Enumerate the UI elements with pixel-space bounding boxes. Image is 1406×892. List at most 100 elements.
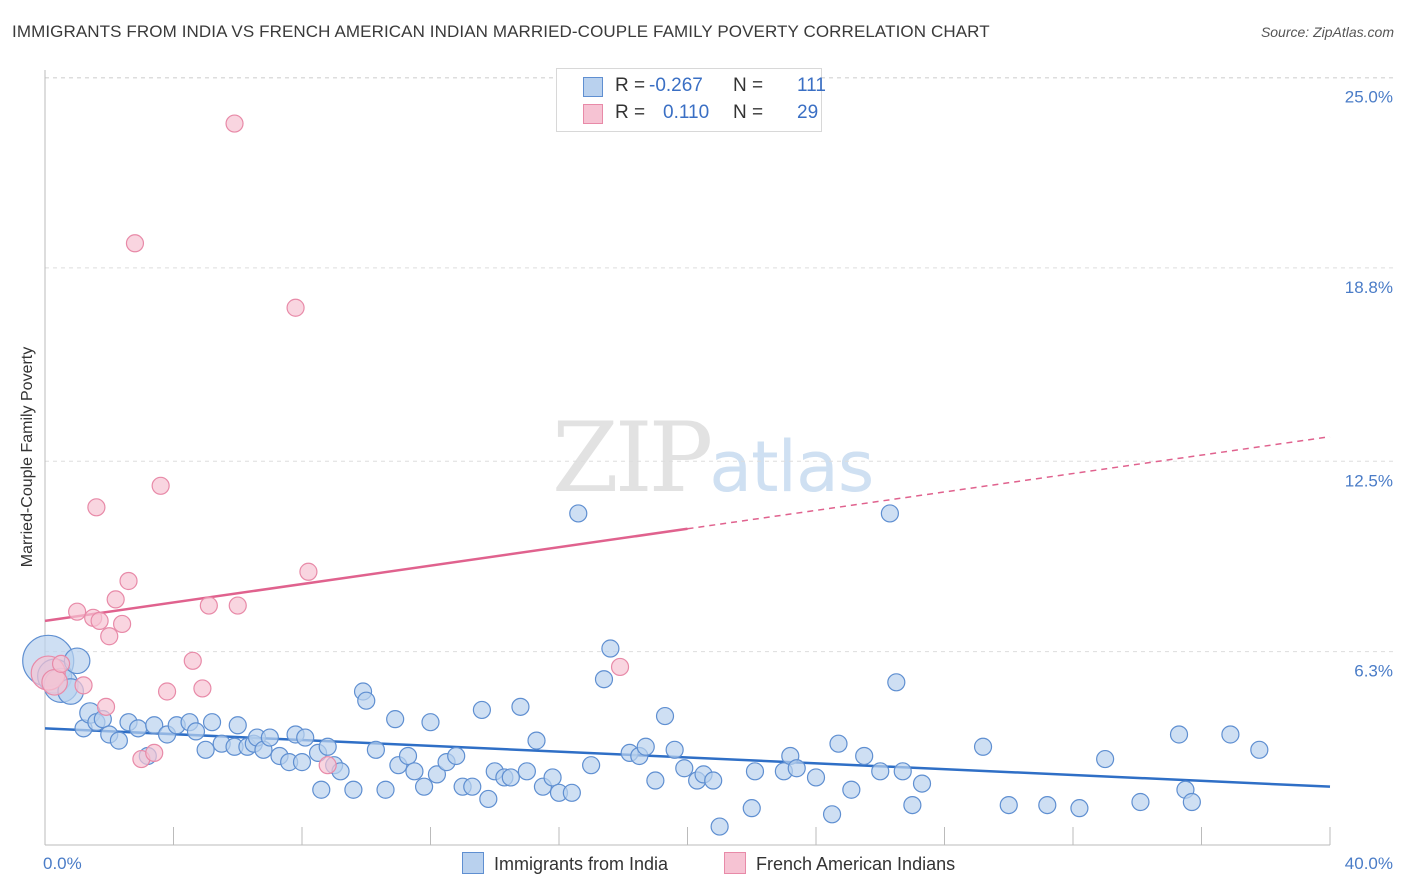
india-point bbox=[822, 805, 842, 824]
bottom-legend-french: French American Indians bbox=[724, 852, 955, 875]
y-tick-label: 12.5% bbox=[1345, 471, 1393, 490]
india-point bbox=[405, 762, 424, 781]
french-point bbox=[96, 697, 116, 716]
y-tick-label: 6.3% bbox=[1354, 662, 1393, 681]
legend-n-value: 29 bbox=[797, 102, 819, 123]
french-point bbox=[100, 627, 119, 646]
french-trend-line bbox=[44, 527, 688, 623]
india-point bbox=[655, 706, 675, 726]
watermark-atlas: atlas bbox=[709, 426, 874, 508]
india-point bbox=[973, 737, 993, 756]
french-point bbox=[112, 614, 132, 634]
india-point bbox=[447, 746, 466, 766]
data-points bbox=[22, 114, 1269, 836]
french-point bbox=[87, 498, 106, 517]
india-point bbox=[129, 719, 148, 738]
india-point bbox=[675, 759, 694, 778]
india-point bbox=[582, 756, 601, 775]
india-point bbox=[742, 799, 761, 818]
india-point bbox=[414, 777, 434, 796]
axes bbox=[44, 70, 1331, 846]
french-point bbox=[193, 679, 212, 698]
india-point bbox=[398, 746, 418, 766]
india-point bbox=[202, 713, 222, 732]
french-point bbox=[68, 602, 87, 621]
bottom-legend-label-india: Immigrants from India bbox=[494, 854, 669, 874]
india-point bbox=[366, 740, 385, 759]
india-point bbox=[1070, 799, 1089, 818]
india-point bbox=[427, 765, 447, 784]
legend-r-value: -0.267 bbox=[649, 75, 703, 96]
bottom-legend-swatch-french bbox=[724, 852, 746, 874]
india-point bbox=[1038, 795, 1057, 815]
french-point bbox=[299, 562, 318, 581]
chart-title: IMMIGRANTS FROM INDIA VS FRENCH AMERICAN… bbox=[12, 22, 990, 41]
india-point bbox=[312, 780, 331, 799]
french-point bbox=[51, 654, 71, 673]
x-tick-label: 40.0% bbox=[1345, 854, 1393, 873]
india-point bbox=[1182, 792, 1201, 812]
india-point bbox=[386, 710, 405, 729]
india-point bbox=[601, 639, 620, 658]
watermark: ZIPatlas bbox=[552, 402, 874, 514]
india-point bbox=[710, 817, 729, 836]
india-point bbox=[511, 697, 530, 716]
india-point bbox=[1131, 792, 1150, 812]
tick-labels: 6.3% 12.5% 18.8% 25.0% 0.0% 40.0% bbox=[43, 88, 1393, 874]
india-point bbox=[145, 716, 164, 735]
india-point bbox=[196, 740, 215, 759]
india-point bbox=[1250, 740, 1269, 759]
legend-r-value: 0.110 bbox=[663, 102, 710, 123]
india-point bbox=[1169, 725, 1189, 744]
y-tick-label: 25.0% bbox=[1345, 88, 1393, 107]
india-point bbox=[855, 746, 874, 766]
india-point bbox=[501, 768, 520, 787]
legend-swatch-india bbox=[583, 77, 603, 97]
bottom-legend-swatch-india bbox=[462, 852, 484, 874]
india-point bbox=[527, 731, 546, 750]
india-point bbox=[186, 722, 206, 741]
india-point bbox=[1221, 725, 1240, 744]
india-point bbox=[880, 504, 899, 523]
french-trend-line-dashed bbox=[687, 435, 1331, 530]
india-point bbox=[903, 795, 922, 815]
french-point bbox=[610, 657, 630, 677]
legend-n-label: N = bbox=[733, 102, 764, 123]
india-point bbox=[318, 737, 337, 756]
french-point bbox=[74, 676, 93, 695]
india-point bbox=[376, 780, 395, 799]
french-point bbox=[145, 743, 164, 763]
legend-r-label: R = bbox=[615, 75, 646, 96]
french-point bbox=[286, 298, 305, 317]
legend-swatch-french bbox=[583, 104, 603, 124]
india-point bbox=[636, 737, 655, 756]
india-point bbox=[594, 670, 614, 689]
french-point bbox=[151, 476, 170, 495]
india-point bbox=[562, 783, 581, 802]
india-point bbox=[292, 753, 312, 772]
india-point bbox=[842, 780, 861, 799]
india-point bbox=[260, 728, 279, 747]
india-point bbox=[228, 716, 247, 735]
india-point bbox=[421, 713, 440, 732]
india-trend-line bbox=[44, 727, 1331, 788]
india-point bbox=[646, 771, 665, 790]
india-point bbox=[829, 734, 848, 753]
correlation-legend: R = -0.267 N = 111 R = 0.110 N = 29 bbox=[556, 68, 826, 132]
french-point bbox=[183, 651, 202, 670]
source-credit: Source: ZipAtlas.com bbox=[1260, 24, 1394, 40]
india-point bbox=[806, 768, 826, 787]
india-point bbox=[463, 777, 482, 796]
legend-r-label: R = bbox=[615, 102, 646, 123]
legend-n-value: 111 bbox=[797, 75, 826, 96]
french-point bbox=[119, 571, 138, 591]
french-point bbox=[90, 611, 109, 630]
india-point bbox=[704, 771, 723, 790]
india-point bbox=[569, 504, 588, 523]
bottom-legend-label-french: French American Indians bbox=[756, 854, 956, 874]
french-point bbox=[199, 596, 218, 615]
watermark-zip: ZIP bbox=[552, 402, 713, 514]
india-point bbox=[543, 768, 562, 787]
india-point bbox=[871, 762, 890, 781]
